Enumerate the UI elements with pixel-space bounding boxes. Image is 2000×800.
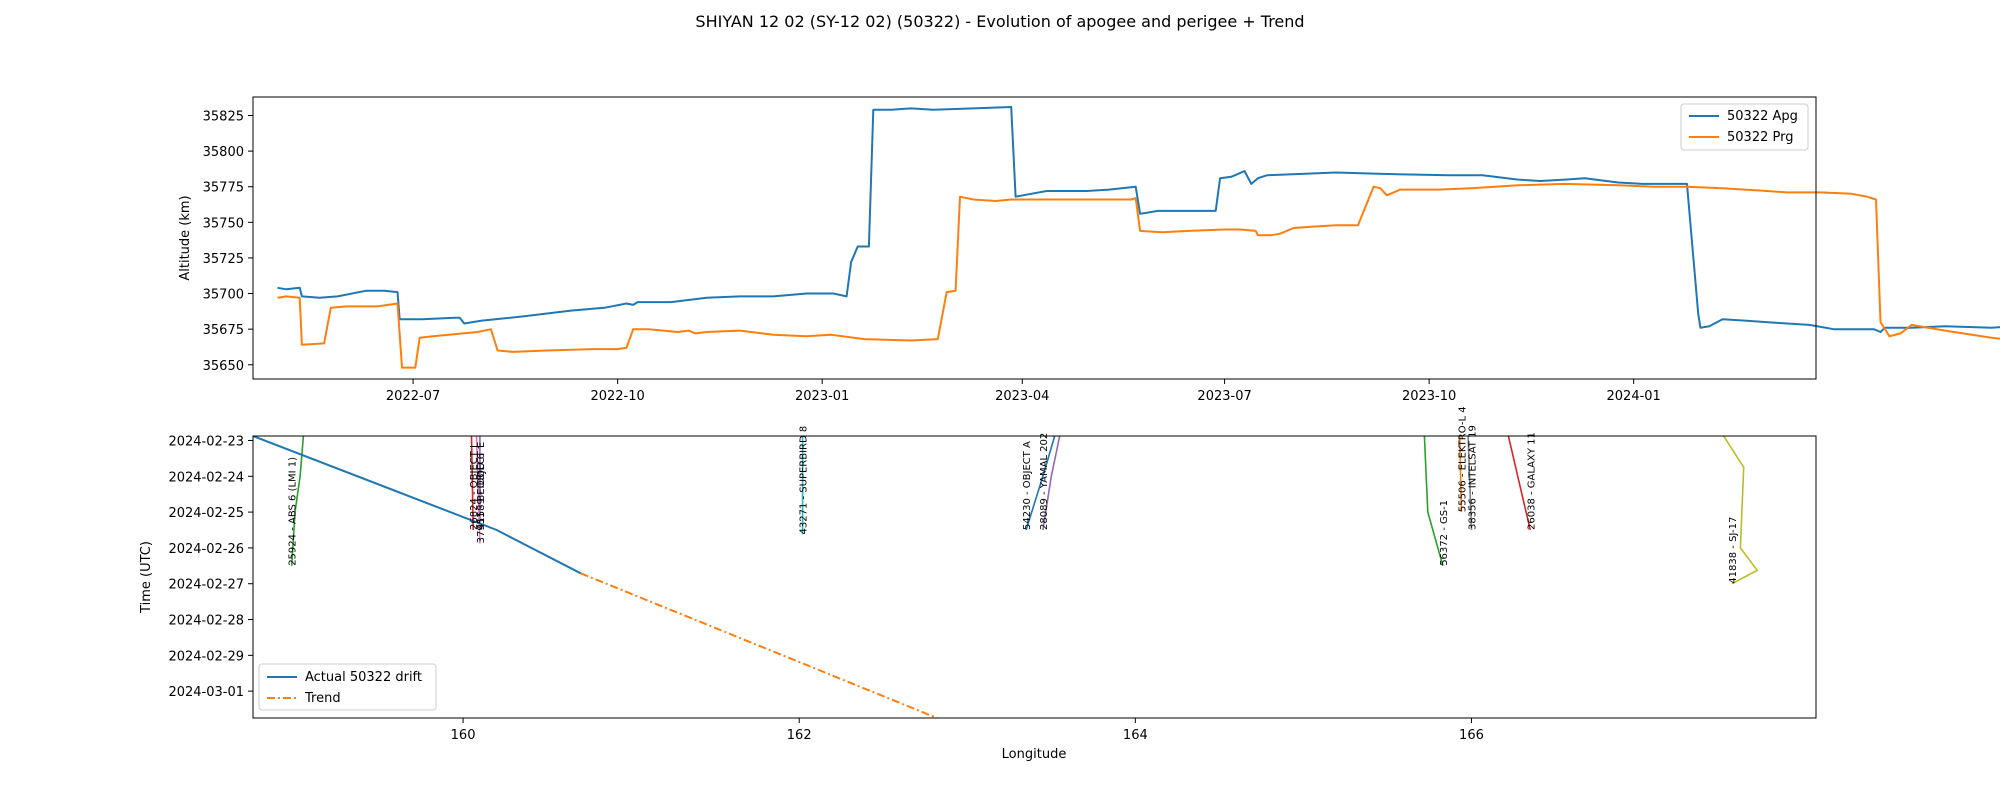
- object-track-28089-yamal-202: [1042, 436, 1061, 531]
- object-track-54230-object-a: [1025, 436, 1056, 531]
- object-track-55506-elektro-l-4: [1458, 436, 1463, 513]
- bottom-legend: Actual 50322 drift Trend: [258, 663, 437, 711]
- object-label-41838-sj-17: 41838 - SJ-17: [1728, 517, 1739, 584]
- legend-label-drift: Actual 50322 drift: [305, 670, 422, 685]
- object-label-55506-elektro-l-4: 55506 - ELEKTRO-L 4: [1457, 406, 1468, 512]
- bottom-x-tick-label: 166: [1459, 728, 1484, 743]
- object-label-43271-superbird-8: 43271 - SUPERBIRD 8: [799, 426, 810, 535]
- bottom-y-tick-label: 2024-03-01: [168, 685, 244, 700]
- series-line-trend: [580, 572, 938, 718]
- bottom-y-tick-label: 2024-02-24: [168, 470, 244, 485]
- object-track-41838-sj-17: [1722, 436, 1759, 585]
- object-track-25924-abs-6-lmi-1: [290, 436, 305, 566]
- bottom-x-tick-label: 164: [1123, 728, 1148, 743]
- object-label-25924-abs-6-lmi-1: 25924 - ABS 6 (LMI 1): [288, 457, 299, 566]
- bottom-y-tick-label: 2024-02-29: [168, 649, 244, 664]
- bottom-plot: 25924 - ABS 6 (LMI 1) 26824 - OBJECT J415…: [139, 406, 1817, 762]
- object-track-37951-beidou-6: [475, 436, 481, 544]
- series-line-50322-apg: [277, 106, 2000, 333]
- object-label-37951-beidou-6: 37951 - BEIDOU 6: [476, 453, 487, 543]
- bottom-legend-box: [258, 663, 437, 711]
- top-x-tick-label: 2023-01: [795, 389, 849, 404]
- chart-title: SHIYAN 12 02 (SY-12 02) (50322) - Evolut…: [695, 12, 1304, 31]
- top-x-tick-label: 2023-07: [1197, 389, 1251, 404]
- bottom-x-tick-label: 160: [451, 728, 476, 743]
- bottom-plot-frame: [252, 435, 1817, 719]
- object-label-26038-galaxy-11: 26038 - GALAXY 11: [1526, 432, 1537, 530]
- bottom-y-tick-label: 2024-02-28: [168, 614, 244, 629]
- top-y-tick-label: 35825: [203, 110, 244, 125]
- series-line-50322-prg: [277, 182, 2000, 369]
- object-track-26824-object-j: [470, 436, 474, 531]
- object-track-38356-intelsat-19: [1467, 436, 1473, 531]
- top-y-tick-label: 35725: [203, 252, 244, 267]
- legend-label-trend: Trend: [304, 691, 341, 706]
- bottom-y-tick-label: 2024-02-25: [168, 506, 244, 521]
- top-y-tick-label: 35800: [203, 145, 244, 160]
- legend-label-apg: 50322 Apg: [1727, 109, 1798, 124]
- top-legend: 50322 Apg 50322 Prg: [1680, 103, 1809, 151]
- top-y-tick-label: 35700: [203, 288, 244, 303]
- bottom-y-tick-label: 2024-02-26: [168, 542, 244, 557]
- top-y-axis-label: Altitude (km): [178, 195, 193, 280]
- object-label-28089-yamal-202: 28089 - YAMAL 202: [1039, 433, 1050, 530]
- top-plot-frame: [252, 96, 1817, 380]
- top-x-tick-label: 2024-01: [1607, 389, 1661, 404]
- object-track-26038-galaxy-11: [1507, 436, 1532, 531]
- bottom-y-tick-label: 2024-02-23: [168, 434, 244, 449]
- object-label-26824-object-j: 26824 - OBJECT J: [469, 445, 480, 530]
- bottom-y-tick-label: 2024-02-27: [168, 578, 244, 593]
- top-x-tick-label: 2023-04: [995, 389, 1049, 404]
- bottom-y-axis-label: Time (UTC): [139, 541, 154, 614]
- bottom-x-axis-label: Longitude: [1002, 747, 1067, 762]
- top-x-tick-label: 2023-10: [1402, 389, 1456, 404]
- object-label-54230-object-a: 54230 - OBJECT A: [1022, 441, 1033, 530]
- top-x-tick-label: 2022-10: [590, 389, 644, 404]
- top-y-tick-label: 35675: [203, 323, 244, 338]
- object-track-56372-gs-1: [1423, 436, 1444, 567]
- series-line-actual-50322-drift: [253, 436, 582, 575]
- bottom-x-tick-label: 162: [787, 728, 812, 743]
- top-y-tick-label: 35750: [203, 216, 244, 231]
- top-y-tick-label: 35650: [203, 359, 244, 374]
- top-y-tick-label: 35775: [203, 181, 244, 196]
- object-label-41589-object-e: 41589 - OBJECT E: [476, 442, 487, 530]
- object-label-56372-gs-1: 56372 - GS-1: [1439, 500, 1450, 566]
- object-label-38356-intelsat-19: 38356 - INTELSAT 19: [1468, 425, 1479, 530]
- legend-label-prg: 50322 Prg: [1727, 130, 1793, 145]
- top-plot: 2022-07 2022-10 2023-01 2023-04 2023-07 2023-…: [178, 96, 2000, 404]
- top-x-tick-label: 2022-07: [386, 389, 440, 404]
